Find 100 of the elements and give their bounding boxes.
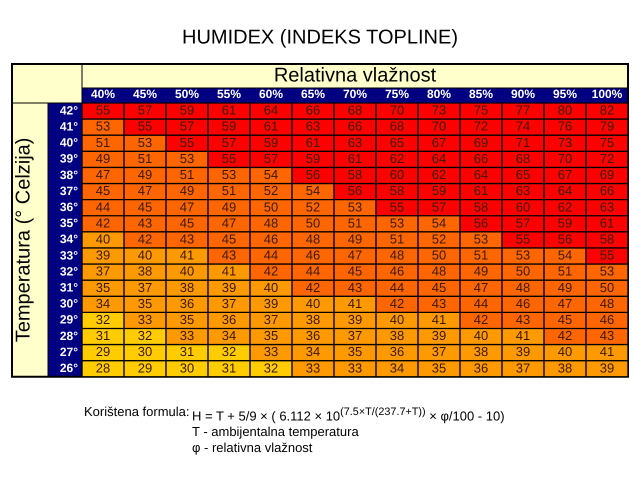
data-label: 38 <box>558 360 572 376</box>
data-label: 56 <box>474 215 488 230</box>
data-label: 35 <box>96 280 110 295</box>
data-label: 38 <box>390 328 404 344</box>
data-label: 47 <box>222 215 236 230</box>
y-tick-label: 32° <box>60 264 78 278</box>
data-label: 57 <box>138 102 152 118</box>
data-label: 33 <box>264 344 278 360</box>
data-label: 66 <box>348 118 362 134</box>
data-label: 63 <box>348 134 362 150</box>
data-label: 76 <box>558 118 572 134</box>
data-label: 45 <box>222 231 236 246</box>
data-label: 66 <box>600 183 614 198</box>
text: Korištena formula: <box>84 404 190 421</box>
y-tick-label: 28° <box>60 328 78 343</box>
data-label: 37 <box>96 264 110 279</box>
data-label: 47 <box>474 280 488 295</box>
data-label: 61 <box>306 134 320 150</box>
data-label: 33 <box>348 360 362 376</box>
data-label: 37 <box>348 328 362 344</box>
data-label: 37 <box>516 360 530 376</box>
data-label: 35 <box>432 360 446 376</box>
data-label: 55 <box>390 199 404 214</box>
data-label: 50 <box>600 280 614 295</box>
data-label: 38 <box>306 312 320 328</box>
data-label: 45 <box>138 199 152 214</box>
data-label: 51 <box>558 264 572 279</box>
data-label: 34 <box>306 344 320 360</box>
data-label: 43 <box>180 231 194 246</box>
x-axis-title: Relativna vlažnost <box>274 64 437 87</box>
data-label: 65 <box>516 167 530 182</box>
y-tick-label: 35° <box>60 216 78 230</box>
y-tick-label: 30° <box>60 296 78 311</box>
data-label: 40 <box>96 231 110 246</box>
data-label: 61 <box>600 215 614 230</box>
data-label: 57 <box>180 118 194 134</box>
data-label: 74 <box>516 118 530 134</box>
x-tick-label: 85% <box>468 87 494 102</box>
data-label: 60 <box>390 167 404 182</box>
data-label: 53 <box>138 134 152 150</box>
data-label: 73 <box>558 134 572 150</box>
data-label: 38 <box>138 264 152 279</box>
data-label: 56 <box>348 183 362 198</box>
data-label: 49 <box>222 199 236 214</box>
data-label: 39 <box>516 344 530 360</box>
y-tick-label: 42° <box>60 103 78 118</box>
x-tick-label: 70% <box>342 87 368 102</box>
data-label: 44 <box>264 248 278 263</box>
chart-title: HUMIDEX (INDEKS TOPLINE) <box>182 26 458 49</box>
data-label: 30 <box>180 360 194 376</box>
data-label: 41 <box>516 328 530 344</box>
y-tick-label: 36° <box>60 200 78 214</box>
data-label: 45 <box>348 264 362 279</box>
data-label: 36 <box>390 344 404 360</box>
data-label: 42 <box>264 264 278 279</box>
data-label: 38 <box>474 344 488 360</box>
y-tick-label: 39° <box>60 152 78 166</box>
data-label: 77 <box>516 102 530 118</box>
data-label: 37 <box>222 296 236 311</box>
data-label: 32 <box>222 344 236 360</box>
data-label: 59 <box>306 150 320 166</box>
y-tick-label: 38° <box>60 168 78 182</box>
y-tick-label: 31° <box>60 280 78 295</box>
data-label: 47 <box>558 296 572 311</box>
data-label: 53 <box>348 199 362 214</box>
data-label: 50 <box>432 248 446 263</box>
data-label: 42 <box>138 231 152 246</box>
data-label: 49 <box>558 280 572 295</box>
data-label: 51 <box>348 215 362 230</box>
text: T - ambijentalna temperatura <box>192 424 360 440</box>
data-label: 32 <box>96 312 110 328</box>
data-label: 47 <box>180 199 194 214</box>
data-label: 33 <box>138 312 152 328</box>
data-label: 46 <box>600 312 614 328</box>
data-label: 41 <box>222 264 236 279</box>
data-label: 44 <box>96 199 110 214</box>
data-label: 39 <box>96 248 110 263</box>
data-label: 44 <box>390 280 404 295</box>
text: H = T + 5/9 × ( 6.112 × 10$^{(7.5×T/(237.7+T))}$ × φ/100 - 10) <box>192 405 505 424</box>
data-label: 40 <box>306 296 320 311</box>
data-label: 63 <box>306 118 320 134</box>
data-label: 36 <box>222 312 236 328</box>
data-label: 55 <box>180 134 194 150</box>
data-label: 80 <box>558 102 572 118</box>
data-label: 59 <box>180 102 194 118</box>
data-label: 31 <box>180 344 194 360</box>
data-label: 50 <box>264 199 278 214</box>
y-tick-label: 40° <box>60 136 78 150</box>
data-label: 43 <box>516 312 530 328</box>
data-label: 48 <box>264 215 278 230</box>
data-label: 47 <box>138 183 152 198</box>
data-label: 46 <box>306 248 320 263</box>
data-label: 46 <box>390 264 404 279</box>
data-label: 57 <box>222 134 236 150</box>
y-tick-label: 37° <box>60 184 78 198</box>
data-label: 70 <box>390 102 404 118</box>
data-label: 39 <box>432 328 446 344</box>
data-label: 64 <box>558 183 572 198</box>
data-label: 64 <box>432 150 446 166</box>
data-label: 34 <box>222 328 236 344</box>
